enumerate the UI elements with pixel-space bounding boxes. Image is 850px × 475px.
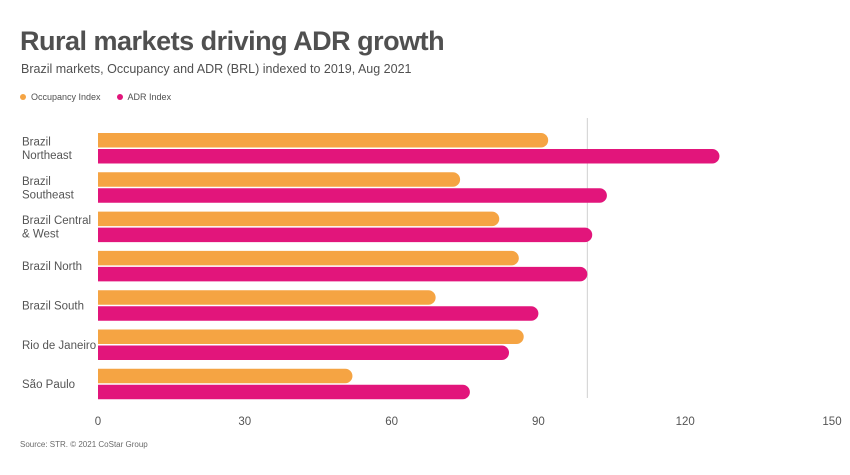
category-label: Southeast [22,189,75,201]
chart-title: Rural markets driving ADR growth [20,26,445,56]
bar-adr [98,227,593,243]
category-label: & West [22,229,60,241]
bar-occupancy [98,172,461,187]
legend-item-adr: ADR Index [116,92,172,102]
x-tick-label: 30 [238,416,251,428]
bar-occupancy [98,133,549,148]
x-tick-label: 120 [676,416,695,428]
bar-adr [98,149,720,164]
category-label: Rio de Janeiro [22,340,96,352]
legend-dot-occupancy-icon [20,94,26,100]
category-label: São Paulo [22,379,75,391]
category-label: Brazil North [22,261,82,273]
category-label: Northeast [22,150,73,162]
x-tick-label: 60 [385,416,398,428]
bar-occupancy [98,250,519,266]
legend-label-occupancy: Occupancy Index [31,92,101,102]
chart-legend: Occupancy Index ADR Index [20,92,187,102]
source-note: Source: STR. © 2021 CoStar Group [20,440,148,449]
bar-adr [98,306,539,321]
bar-adr [98,384,470,400]
bar-occupancy [98,329,524,344]
bar-occupancy [98,211,500,227]
bar-occupancy [98,368,353,384]
x-tick-label: 0 [95,416,101,428]
bar-adr [98,266,588,282]
x-tick-label: 90 [532,416,545,428]
legend-item-occupancy: Occupancy Index [20,92,101,102]
bar-adr [98,188,607,203]
legend-dot-adr-icon [116,94,123,100]
category-label: Brazil Central [22,215,91,227]
category-label: Brazil South [22,300,84,312]
bar-adr [98,345,510,360]
category-label: Brazil [22,137,51,149]
category-label: Brazil [22,176,51,188]
chart-subtitle: Brazil markets, Occupancy and ADR (BRL) … [21,62,412,76]
legend-label-adr: ADR Index [127,92,172,102]
bar-occupancy [98,290,436,305]
x-tick-label: 150 [822,416,841,428]
